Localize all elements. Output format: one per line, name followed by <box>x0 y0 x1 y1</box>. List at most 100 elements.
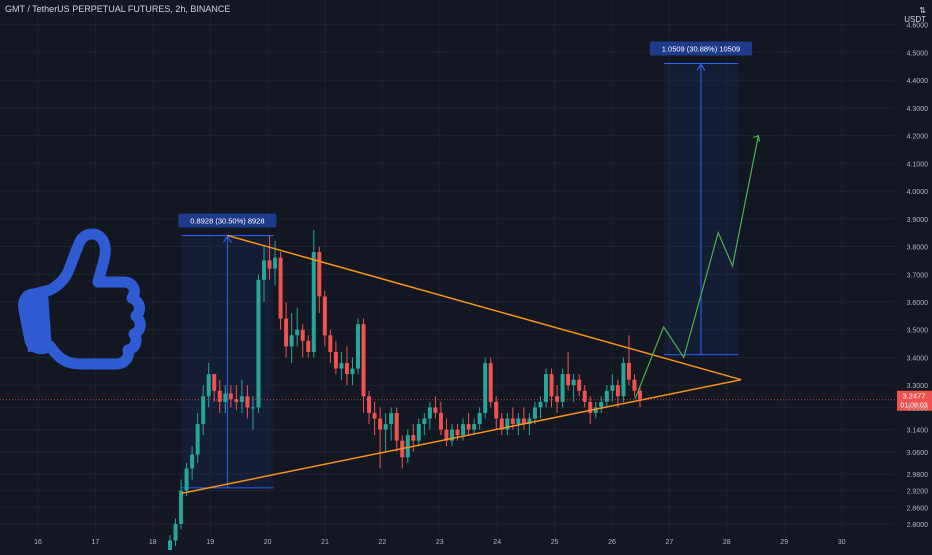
candle-body <box>411 435 416 441</box>
candle-body <box>234 399 239 402</box>
triangle-line <box>181 378 742 495</box>
candle-body <box>223 393 228 402</box>
measure-arrow-head <box>222 235 232 243</box>
candle-body <box>532 407 537 419</box>
candle-body <box>488 363 493 402</box>
candle-body <box>582 390 587 402</box>
y-tick-label: 4.5000 <box>907 50 929 57</box>
candle-body <box>538 401 543 408</box>
candle-body <box>267 260 272 269</box>
candle-body <box>610 385 615 391</box>
x-tick-label: 17 <box>92 539 100 546</box>
candle-body <box>560 374 565 402</box>
axes: 2.8000 2.8600 2.9200 2.9800 3.0600 3.1400 3.22… <box>34 23 928 546</box>
candle-body <box>372 412 377 419</box>
candle-body <box>361 324 366 397</box>
symbol-header: GMT / TetherUS PERPETUAL FUTURES, 2h, BI… <box>5 4 231 14</box>
candle-body <box>333 351 338 369</box>
y-tick-label: 3.8000 <box>907 245 929 252</box>
candle-body <box>494 401 499 419</box>
candle-body <box>295 329 300 336</box>
x-tick-label: 25 <box>551 539 559 546</box>
candle-body <box>394 412 399 441</box>
candle-body <box>438 412 443 430</box>
candle-body <box>278 257 283 319</box>
candle-body <box>350 368 355 375</box>
x-tick-label: 19 <box>206 539 214 546</box>
candle-body <box>328 335 333 352</box>
projection-arrow-head <box>753 134 760 142</box>
candle-body <box>284 318 289 347</box>
candle-body <box>604 390 609 402</box>
y-tick-label: 3.2200 <box>907 405 929 412</box>
candle-body <box>588 401 593 413</box>
x-tick-label: 20 <box>264 539 272 546</box>
candle-body <box>632 379 637 391</box>
x-tick-label: 28 <box>723 539 731 546</box>
candle-body <box>344 363 349 375</box>
candle-body <box>179 490 184 524</box>
candle-body <box>427 407 432 419</box>
candle-body <box>477 412 482 425</box>
y-tick-label: 4.4000 <box>907 78 929 85</box>
candles <box>168 229 642 555</box>
candle-body <box>190 454 195 469</box>
y-tick-label: 4.0000 <box>907 189 929 196</box>
candle-body <box>173 523 178 541</box>
drawings: 3.2477 01:08:03 <box>0 134 932 495</box>
candle-body <box>521 418 526 425</box>
x-tick-label: 22 <box>379 539 387 546</box>
measure-ranges: 0.8928 (30.50%) 8928 1.0509 (30.88%) 1050… <box>178 41 753 489</box>
candle-body <box>461 424 466 436</box>
candle-body <box>593 407 598 413</box>
y-tick-label: 4.6000 <box>907 23 929 30</box>
candle-body <box>367 396 372 413</box>
candle-body <box>505 418 510 430</box>
projection-path <box>634 135 759 400</box>
y-tick-label: 2.8600 <box>907 505 929 512</box>
y-tick-label: 4.3000 <box>907 106 929 113</box>
candle-body <box>577 379 582 391</box>
candle-body <box>444 429 449 441</box>
currency-selector[interactable]: ⇅ USDT <box>904 6 926 24</box>
thumbs-up-icon <box>18 228 146 370</box>
y-tick-label: 3.5000 <box>907 328 929 335</box>
x-tick-label: 16 <box>34 539 42 546</box>
x-tick-label: 18 <box>149 539 157 546</box>
candle-body <box>599 401 604 408</box>
candle-body <box>239 396 244 402</box>
candle-body <box>184 468 189 491</box>
y-tick-label: 2.8000 <box>907 522 929 529</box>
candle-body <box>300 329 305 341</box>
candle-body <box>516 418 521 425</box>
candle-body <box>566 374 571 386</box>
y-tick-label: 4.1000 <box>907 161 929 168</box>
candle-body <box>416 424 421 441</box>
y-tick-label: 3.4000 <box>907 355 929 362</box>
x-tick-label: 21 <box>321 539 329 546</box>
x-tick-label: 26 <box>608 539 616 546</box>
y-tick-label: 3.3000 <box>907 383 929 390</box>
measure-label: 0.8928 (30.50%) 8928 <box>190 216 264 225</box>
candle-body <box>201 396 206 425</box>
candle-countdown-label: 01:08:03 <box>900 403 927 410</box>
candle-body <box>389 412 394 425</box>
x-tick-label: 29 <box>780 539 788 546</box>
candle-body <box>206 374 211 397</box>
candle-body <box>450 429 454 441</box>
candle-body <box>306 340 311 352</box>
x-tick-label: 30 <box>838 539 846 546</box>
candle-body <box>555 396 560 402</box>
candle-body <box>455 429 460 436</box>
candle-body <box>626 363 631 380</box>
candle-body <box>322 296 327 336</box>
candle-body <box>472 424 477 430</box>
y-tick-label: 3.0600 <box>907 450 929 457</box>
candle-body <box>339 363 344 369</box>
x-tick-label: 27 <box>666 539 674 546</box>
candle-body <box>510 418 515 425</box>
current-price-label: 3.2477 <box>903 392 926 401</box>
currency-label: USDT <box>904 15 926 24</box>
